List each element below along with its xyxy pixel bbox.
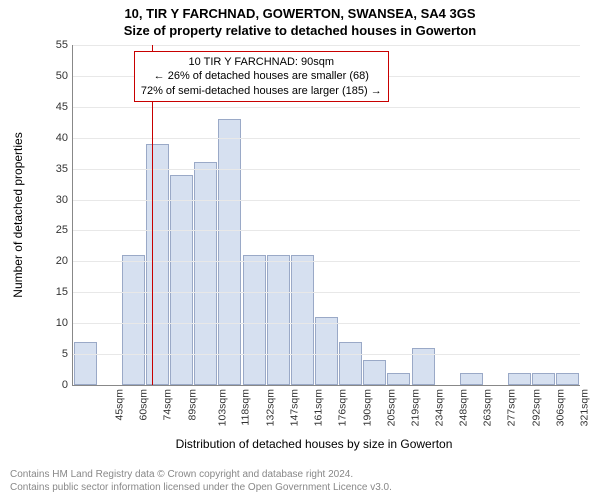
x-tick-label: 132sqm bbox=[264, 389, 276, 426]
y-tick-label: 55 bbox=[38, 39, 68, 51]
x-tick-label: 277sqm bbox=[506, 389, 518, 426]
x-tick-label: 147sqm bbox=[288, 389, 300, 426]
x-tick-label: 248sqm bbox=[457, 389, 469, 426]
x-tick-label: 190sqm bbox=[361, 389, 373, 426]
annotation-box: 10 TIR Y FARCHNAD: 90sqm← 26% of detache… bbox=[134, 51, 389, 102]
x-tick-label: 176sqm bbox=[337, 389, 349, 426]
x-tick-label: 74sqm bbox=[162, 389, 174, 421]
gridline bbox=[73, 230, 580, 231]
chart-area: Number of detached properties 10 TIR Y F… bbox=[49, 45, 579, 415]
bar bbox=[315, 317, 338, 385]
y-tick-label: 0 bbox=[38, 379, 68, 391]
chart-container: 10, TIR Y FARCHNAD, GOWERTON, SWANSEA, S… bbox=[0, 0, 600, 500]
annotation-line: 72% of semi-detached houses are larger (… bbox=[141, 84, 382, 98]
bar bbox=[556, 373, 579, 385]
x-tick-label: 60sqm bbox=[138, 389, 150, 421]
bar bbox=[243, 255, 266, 385]
footer-line1: Contains HM Land Registry data © Crown c… bbox=[10, 468, 590, 481]
gridline bbox=[73, 200, 580, 201]
y-tick-label: 45 bbox=[38, 101, 68, 113]
x-tick-label: 45sqm bbox=[114, 389, 126, 421]
gridline bbox=[73, 45, 580, 46]
annotation-line: 10 TIR Y FARCHNAD: 90sqm bbox=[141, 55, 382, 69]
gridline bbox=[73, 138, 580, 139]
y-tick-label: 20 bbox=[38, 255, 68, 267]
plot-area: 10 TIR Y FARCHNAD: 90sqm← 26% of detache… bbox=[72, 45, 580, 386]
x-tick-label: 321sqm bbox=[578, 389, 590, 426]
footer-attribution: Contains HM Land Registry data © Crown c… bbox=[10, 468, 590, 494]
y-axis-label: Number of detached properties bbox=[11, 132, 25, 297]
y-tick-label: 10 bbox=[38, 317, 68, 329]
x-tick-label: 306sqm bbox=[554, 389, 566, 426]
annotation-line: ← 26% of detached houses are smaller (68… bbox=[141, 69, 382, 83]
bar bbox=[387, 373, 410, 385]
bar bbox=[218, 119, 241, 385]
gridline bbox=[73, 169, 580, 170]
y-tick-label: 15 bbox=[38, 286, 68, 298]
title-subtitle: Size of property relative to detached ho… bbox=[0, 21, 600, 38]
gridline bbox=[73, 292, 580, 293]
y-tick-label: 30 bbox=[38, 194, 68, 206]
bar bbox=[74, 342, 97, 385]
y-tick-label: 40 bbox=[38, 132, 68, 144]
bar bbox=[146, 144, 169, 385]
gridline bbox=[73, 107, 580, 108]
x-tick-label: 263sqm bbox=[482, 389, 494, 426]
x-tick-label: 219sqm bbox=[409, 389, 421, 426]
gridline bbox=[73, 354, 580, 355]
y-tick-label: 35 bbox=[38, 163, 68, 175]
bar bbox=[339, 342, 362, 385]
x-tick-label: 234sqm bbox=[433, 389, 445, 426]
bar bbox=[122, 255, 145, 385]
y-tick-label: 50 bbox=[38, 70, 68, 82]
footer-line2: Contains public sector information licen… bbox=[10, 481, 590, 494]
x-axis-label: Distribution of detached houses by size … bbox=[49, 437, 579, 451]
x-tick-label: 89sqm bbox=[186, 389, 198, 421]
bar bbox=[532, 373, 555, 385]
x-tick-label: 205sqm bbox=[385, 389, 397, 426]
bar bbox=[291, 255, 314, 385]
bar bbox=[460, 373, 483, 385]
x-tick-label: 292sqm bbox=[530, 389, 542, 426]
y-tick-label: 5 bbox=[38, 348, 68, 360]
x-tick-label: 118sqm bbox=[239, 389, 251, 426]
bar bbox=[267, 255, 290, 385]
gridline bbox=[73, 261, 580, 262]
title-address: 10, TIR Y FARCHNAD, GOWERTON, SWANSEA, S… bbox=[0, 0, 600, 21]
bar bbox=[194, 162, 217, 385]
x-tick-label: 103sqm bbox=[216, 389, 228, 426]
gridline bbox=[73, 323, 580, 324]
x-tick-label: 161sqm bbox=[313, 389, 325, 426]
bar bbox=[363, 360, 386, 385]
y-tick-label: 25 bbox=[38, 224, 68, 236]
bar bbox=[508, 373, 531, 385]
